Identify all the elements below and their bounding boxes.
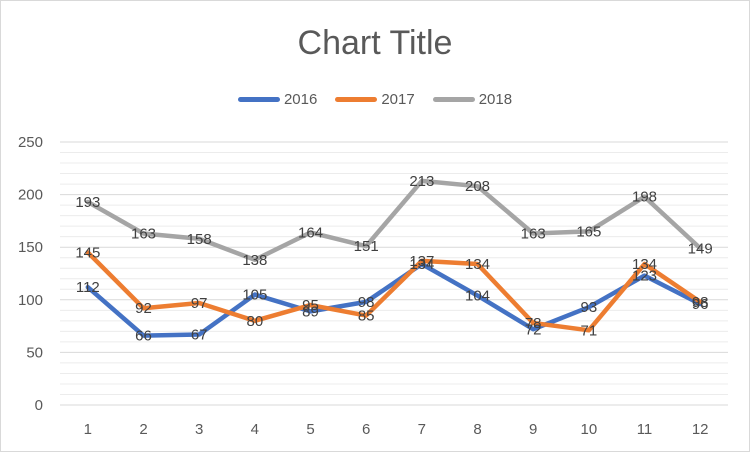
data-label: 96	[692, 296, 709, 313]
x-axis: 1 2 3 4 5 6 7 8 9 10 11 12	[84, 421, 709, 438]
chart-title: Chart Title	[297, 24, 453, 62]
data-label: 66	[135, 328, 152, 345]
data-label: 95	[302, 297, 319, 314]
data-label: 134	[409, 256, 434, 273]
x-tick-label: 6	[362, 421, 370, 438]
data-label: 151	[354, 238, 379, 255]
legend-swatch	[335, 97, 378, 102]
x-tick-label: 10	[580, 421, 597, 438]
data-label: 78	[525, 315, 542, 332]
data-label: 198	[632, 189, 657, 206]
gridlines	[60, 141, 728, 406]
data-label: 165	[576, 223, 601, 240]
legend-swatch	[432, 97, 475, 102]
x-tick-label: 2	[139, 421, 147, 438]
series-2018	[85, 178, 703, 263]
data-label: 208	[465, 178, 490, 195]
x-tick-label: 11	[637, 421, 653, 438]
y-tick-label: 100	[18, 292, 43, 309]
legend-label: 2017	[381, 91, 415, 108]
series-line	[85, 250, 703, 333]
data-label: 98	[692, 294, 709, 311]
series-line	[85, 178, 703, 263]
data-label: 164	[298, 224, 323, 241]
y-tick-label: 250	[18, 134, 43, 151]
x-tick-label: 3	[195, 421, 203, 438]
data-label: 89	[302, 303, 319, 320]
data-label: 72	[525, 321, 542, 338]
data-label: 149	[688, 240, 713, 257]
data-label: 97	[191, 295, 208, 312]
data-label: 137	[409, 253, 434, 270]
data-label: 67	[191, 327, 208, 344]
data-label: 71	[580, 322, 597, 339]
y-tick-label: 200	[18, 187, 43, 204]
series-2017	[85, 250, 703, 333]
legend-swatch	[237, 97, 280, 102]
data-label: 163	[521, 226, 546, 243]
legend-item-2017: 2017	[335, 91, 415, 108]
legend-item-2016: 2016	[237, 91, 318, 108]
data-label: 138	[242, 252, 267, 269]
data-labels-2016: 112 66 67 105 89 98 134 104 72 93 123 96	[76, 256, 709, 345]
y-tick-label: 0	[35, 397, 43, 414]
data-label: 163	[131, 226, 156, 243]
data-label: 98	[358, 294, 375, 311]
x-tick-label: 8	[473, 421, 481, 438]
x-tick-label: 1	[84, 421, 92, 438]
data-label: 112	[76, 279, 100, 296]
series-line	[85, 261, 703, 338]
data-label: 134	[632, 256, 657, 273]
data-label: 105	[242, 287, 267, 304]
y-tick-label: 50	[26, 344, 43, 361]
data-labels-2018: 193 163 158 138 164 151 213 208 163 165 198 149	[75, 173, 712, 269]
legend-label: 2016	[283, 91, 318, 108]
x-tick-label: 5	[306, 421, 314, 438]
legend: 2016 2017 2018	[0, 91, 750, 108]
x-tick-label: 7	[418, 421, 426, 438]
data-label: 145	[75, 244, 100, 261]
data-label: 92	[135, 300, 152, 317]
data-label: 193	[75, 194, 100, 211]
data-label: 134	[465, 256, 490, 273]
legend-item-2018: 2018	[432, 91, 513, 108]
x-tick-label: 9	[529, 421, 537, 438]
y-axis: 0 50 100 150 200 250	[18, 134, 43, 414]
data-label: 158	[187, 231, 212, 248]
data-label: 93	[580, 299, 597, 316]
data-label: 213	[409, 173, 434, 190]
x-tick-label: 4	[251, 421, 259, 438]
data-label: 85	[358, 308, 375, 325]
data-label: 123	[632, 268, 657, 285]
y-tick-label: 150	[18, 239, 43, 256]
legend-label: 2018	[478, 91, 513, 108]
series-2016	[85, 261, 703, 338]
x-tick-label: 12	[692, 421, 709, 438]
data-label: 104	[465, 288, 490, 305]
data-label: 80	[246, 313, 263, 330]
